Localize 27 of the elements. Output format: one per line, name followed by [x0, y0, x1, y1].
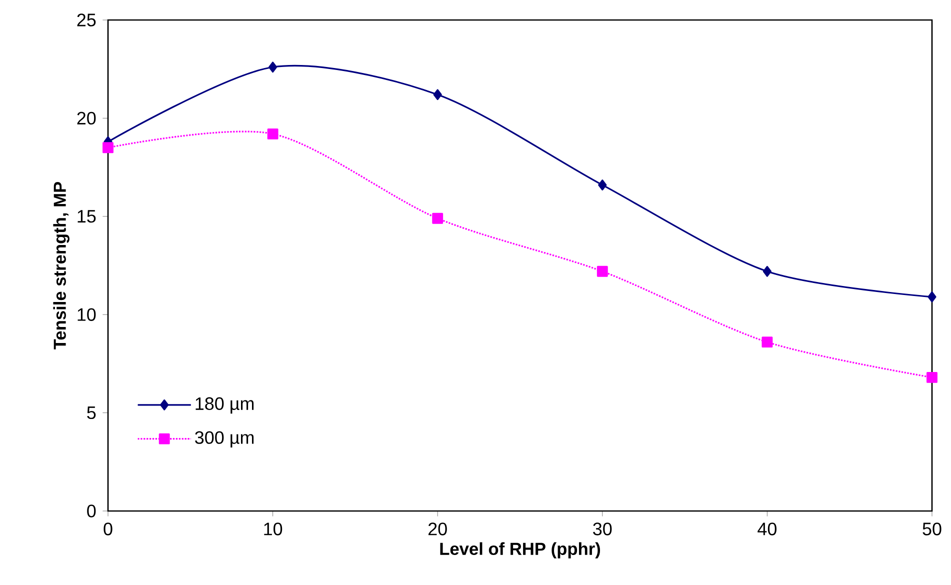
y-tick-label: 10 [78, 308, 96, 321]
legend-label: 300 µm [195, 431, 254, 448]
point [433, 89, 442, 100]
x-tick-label: 0 [104, 522, 112, 536]
x-tick-label: 30 [593, 522, 612, 536]
y-axis-title: Tensile strength, MP [53, 182, 70, 350]
x-tick-label: 50 [922, 522, 942, 536]
y-tick-label: 20 [77, 112, 96, 125]
x-axis-title: Level of RHP (pphr) [440, 542, 600, 558]
y-tick-label: 15 [78, 210, 96, 223]
y-tick-label: 5 [87, 406, 96, 420]
x-tick-label: 10 [264, 522, 282, 536]
point [762, 336, 773, 348]
x-tick-label: 20 [428, 522, 447, 536]
point [432, 212, 444, 224]
legend-label: 180 µm [196, 397, 254, 414]
point [926, 372, 938, 383]
point [267, 128, 278, 140]
point [102, 142, 114, 154]
point [598, 180, 607, 190]
y-tick-label: 25 [77, 14, 96, 26]
x-tick-label: 40 [758, 522, 776, 536]
point [928, 291, 936, 302]
point [596, 266, 608, 277]
point [268, 62, 278, 73]
point [762, 266, 772, 277]
y-tick-label: 0 [87, 504, 96, 518]
